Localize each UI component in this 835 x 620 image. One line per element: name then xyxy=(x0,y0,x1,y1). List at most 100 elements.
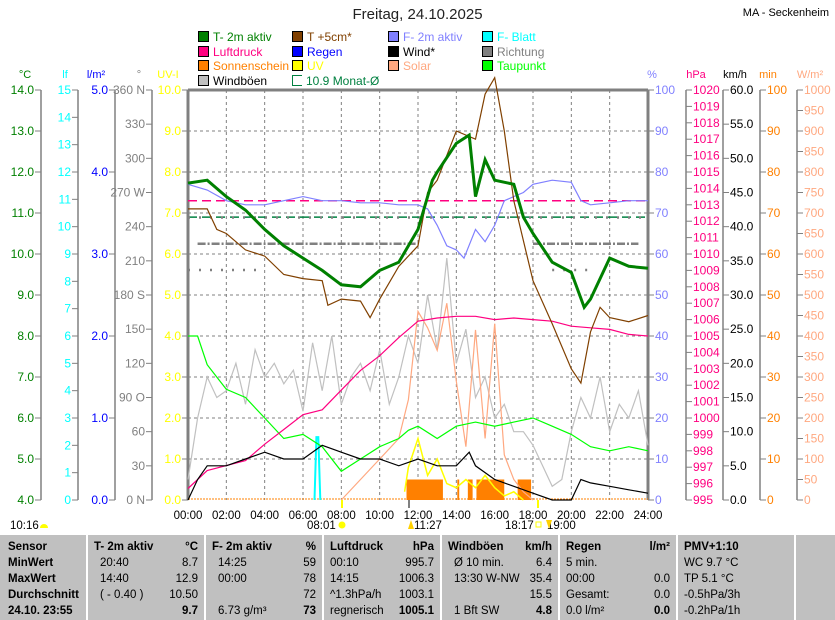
legend-label: F- Blatt xyxy=(497,30,536,44)
table-cell-info: 6.73 g/m³ xyxy=(218,605,267,617)
table-unit: °C xyxy=(185,541,198,553)
axis-tick-label: 1000 xyxy=(804,83,831,97)
page-title: Freitag, 24.10.2025 xyxy=(352,6,483,23)
table-cell-info: 0.0 l/m² xyxy=(566,605,605,617)
axis-tick-label: 1 xyxy=(64,466,71,480)
legend-swatch xyxy=(198,31,209,42)
table-col-gust: Windböen km/h Ø 10 min. 6.4 13:30 W-NW 35.4 15… xyxy=(442,535,560,620)
legend-item: F- 2m aktiv xyxy=(388,31,462,44)
axis-title-hum: % xyxy=(647,69,657,81)
table-header: T- 2m aktiv xyxy=(94,541,154,553)
table-cell-info: 00:00 xyxy=(566,573,595,585)
axis-title-solar: W/m² xyxy=(797,69,824,81)
axis-tick-label: 9.0 xyxy=(164,124,181,138)
axis-tick-label: 50 xyxy=(655,288,669,302)
axis-tick-label: 14 xyxy=(58,110,72,124)
legend-label: T +5cm* xyxy=(307,30,352,44)
table-cell-info: WC 9.7 °C xyxy=(684,557,739,569)
sunshine-bar xyxy=(476,479,505,500)
table-col-temp: T- 2m aktiv °C 20:40 8.7 14:40 12.9 ( - 0.40 )… xyxy=(88,535,206,620)
legend-swatch xyxy=(482,31,493,42)
axis-tick-label: 60.0 xyxy=(730,83,754,97)
table-cell-value: 0.0 xyxy=(654,589,670,601)
axis-tick-label: 1002 xyxy=(693,378,720,392)
axis-tick-label: 13 xyxy=(58,138,72,152)
axis-tick-label: 120 xyxy=(125,356,145,370)
table-col-pmv: PMV+1:10 WC 9.7 °C TP 5.1 °C -0.5hPa/3h -0.2… xyxy=(678,535,796,620)
x-tick-label: 06:00 xyxy=(289,510,318,522)
table-header: Windböen xyxy=(448,541,504,553)
axis-tick-label: 270 W xyxy=(110,186,145,200)
legend-swatch xyxy=(292,74,302,86)
axis-tick-label: 250 xyxy=(804,391,824,405)
leaf-wetness-line xyxy=(313,436,322,501)
axis-tick-label: 650 xyxy=(804,227,824,241)
axis-tick-label: 7 xyxy=(64,302,71,316)
axis-title-press: hPa xyxy=(686,69,706,81)
table-cell-info: Ø 10 min. xyxy=(454,557,504,569)
legend-swatch xyxy=(198,74,209,86)
axis-tick-label: 300 xyxy=(125,151,145,165)
series-solar xyxy=(340,303,534,501)
axis-tick-label: 0 xyxy=(64,493,71,507)
axis-tick-label: 3 xyxy=(64,411,71,425)
sunset-time: 18:17 xyxy=(505,520,534,532)
weather-chart: °C4.05.06.07.08.09.010.011.012.013.014.0… xyxy=(10,69,831,532)
axis-tick-label: 1016 xyxy=(693,149,720,163)
axis-tick-label: 900 xyxy=(804,124,824,138)
table-cell-info: 00:00 xyxy=(218,573,247,585)
x-tick-label: 20:00 xyxy=(557,510,586,522)
legend-item: T- 2m aktiv xyxy=(198,31,272,44)
axis-tick-label: 80 xyxy=(767,165,781,179)
moonset-arrow-icon xyxy=(546,520,552,529)
legend-swatch xyxy=(292,60,303,71)
sunshine-bar xyxy=(406,479,443,500)
axis-tick-label: 1012 xyxy=(693,214,720,228)
axis-tick-label: 15.0 xyxy=(730,391,754,405)
axis-tick-label: 8.0 xyxy=(17,329,34,343)
axis-tick-label: 5.0 xyxy=(730,459,747,473)
axis-tick-label: 55.0 xyxy=(730,117,754,131)
x-tick-label: 18:00 xyxy=(519,510,548,522)
axis-tick-label: 10.0 xyxy=(730,425,754,439)
legend-label: T- 2m aktiv xyxy=(213,30,272,44)
legend-swatch xyxy=(388,60,399,71)
axis-tick-label: 850 xyxy=(804,145,824,159)
table-header: Regen xyxy=(566,541,602,553)
axis-tick-label: 10.0 xyxy=(11,247,35,261)
axis-tick-label: 6 xyxy=(64,329,71,343)
uv-line xyxy=(403,435,524,501)
table-cell-value: 12.9 xyxy=(175,573,198,585)
axis-tick-label: 25.0 xyxy=(730,322,754,336)
axis-tick-label: 80 xyxy=(655,165,669,179)
axis-tick-label: 40 xyxy=(767,329,781,343)
axis-tick-label: 40.0 xyxy=(730,220,754,234)
axis-tick-label: 997 xyxy=(693,460,713,474)
moonset-time: 19:00 xyxy=(547,520,576,532)
table-col-press: Luftdruck hPa 00:10 995.7 14:15 1006.3 ^1.3hPa… xyxy=(324,535,442,620)
series-t-2m-aktiv xyxy=(187,132,649,311)
x-tick-label: 14:00 xyxy=(442,510,471,522)
legend-item: Taupunkt xyxy=(482,60,546,73)
axis-tick-label: 500 xyxy=(804,288,824,302)
axis-tick-label: 60 xyxy=(767,247,781,261)
sunrise-sun-icon xyxy=(338,521,346,529)
chart-legend: T- 2m aktiv T +5cm* F- 2m aktiv F- Blatt Luf… xyxy=(198,31,598,89)
axis-tick-label: 100 xyxy=(655,83,675,97)
axis-tick-label: 50 xyxy=(767,288,781,302)
legend-label: 10.9 Monat-Ø xyxy=(306,73,380,88)
axis-tick-label: 1014 xyxy=(693,181,720,195)
sunshine-bar xyxy=(457,479,460,500)
sunshine-bar xyxy=(467,479,473,500)
axis-tick-label: 1008 xyxy=(693,280,720,294)
axis-tick-label: 330 xyxy=(125,117,145,131)
axis-tick-label: 5 xyxy=(64,356,71,370)
axis-tick-label: 1003 xyxy=(693,362,720,376)
axis-tick-label: 1019 xyxy=(693,99,720,113)
table-header: PMV+1:10 xyxy=(684,541,739,553)
axis-tick-label: 90 xyxy=(767,124,781,138)
axis-tick-label: 2.0 xyxy=(164,411,181,425)
axis-tick-label: 7.0 xyxy=(164,206,181,220)
axis-tick-label: 9.0 xyxy=(17,288,34,302)
axis-tick-label: 996 xyxy=(693,477,713,491)
